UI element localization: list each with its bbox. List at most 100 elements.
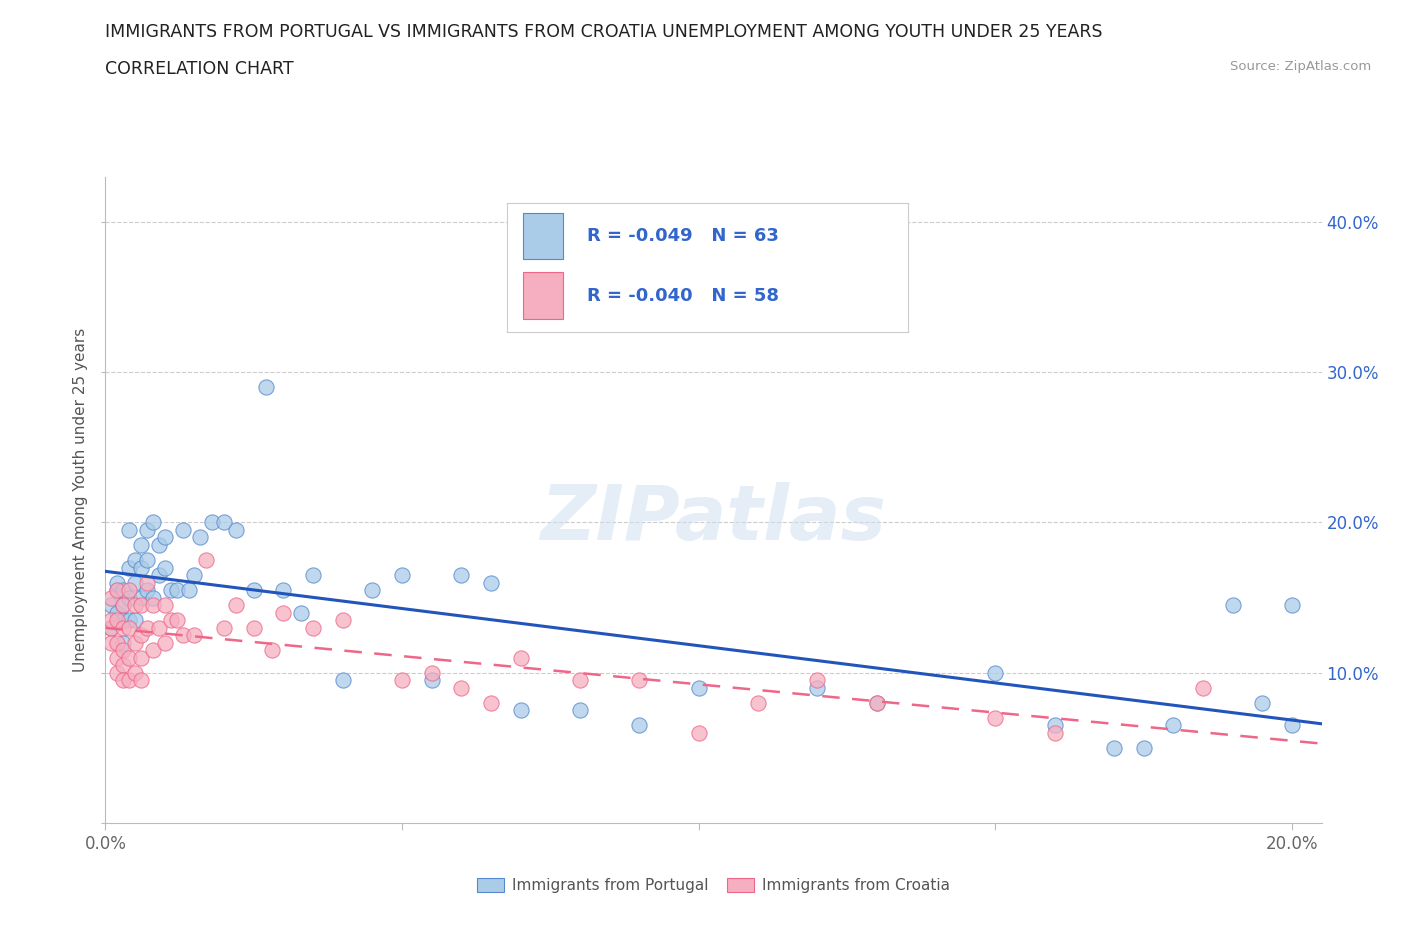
Point — [166, 613, 188, 628]
Point — [142, 598, 165, 613]
Point — [260, 643, 283, 658]
Point — [105, 650, 128, 665]
Point — [569, 703, 592, 718]
Point — [112, 672, 135, 687]
Point — [136, 620, 159, 635]
Point — [628, 718, 651, 733]
Point — [688, 681, 710, 696]
Point — [172, 523, 194, 538]
Point — [124, 635, 146, 650]
Point — [118, 582, 141, 597]
Y-axis label: Unemployment Among Youth under 25 years: Unemployment Among Youth under 25 years — [73, 327, 89, 672]
Point — [118, 620, 141, 635]
Point — [112, 582, 135, 597]
Point — [212, 515, 235, 530]
Point — [112, 658, 135, 672]
Point — [569, 672, 592, 687]
Point — [806, 681, 828, 696]
Point — [105, 635, 128, 650]
Point — [984, 665, 1007, 680]
Text: ZIPatlas: ZIPatlas — [540, 483, 887, 556]
Point — [136, 552, 159, 567]
Point — [159, 582, 181, 597]
Point — [1163, 718, 1185, 733]
Point — [866, 696, 889, 711]
Point — [100, 613, 122, 628]
Point — [273, 605, 295, 620]
Point — [112, 620, 135, 635]
Point — [1281, 718, 1303, 733]
Point — [118, 650, 141, 665]
Point — [136, 582, 159, 597]
Point — [112, 613, 135, 628]
Point — [290, 605, 312, 620]
Point — [866, 696, 889, 711]
Point — [124, 665, 146, 680]
Point — [273, 582, 295, 597]
Point — [450, 567, 472, 582]
Point — [118, 560, 141, 575]
Point — [148, 620, 170, 635]
Point — [806, 672, 828, 687]
Point — [254, 379, 277, 394]
Point — [628, 672, 651, 687]
Point — [100, 635, 122, 650]
Point — [302, 567, 325, 582]
Point — [391, 672, 413, 687]
Point — [148, 538, 170, 552]
Point — [225, 523, 247, 538]
Point — [420, 665, 443, 680]
Point — [183, 628, 205, 643]
Point — [118, 591, 141, 605]
Point — [100, 591, 122, 605]
Point — [1281, 598, 1303, 613]
Point — [1192, 681, 1215, 696]
Point — [105, 613, 128, 628]
Point — [148, 567, 170, 582]
Point — [332, 672, 354, 687]
Point — [153, 530, 176, 545]
Point — [159, 613, 181, 628]
Point — [105, 605, 128, 620]
Point — [105, 575, 128, 590]
Point — [112, 643, 135, 658]
Point — [183, 567, 205, 582]
Point — [129, 598, 152, 613]
Point — [112, 598, 135, 613]
Text: Source: ZipAtlas.com: Source: ZipAtlas.com — [1230, 60, 1371, 73]
Point — [688, 725, 710, 740]
Point — [201, 515, 224, 530]
Point — [302, 620, 325, 635]
Point — [112, 635, 135, 650]
Point — [450, 681, 472, 696]
Legend: Immigrants from Portugal, Immigrants from Croatia: Immigrants from Portugal, Immigrants fro… — [477, 878, 950, 893]
Point — [129, 650, 152, 665]
Point — [153, 635, 176, 650]
Point — [118, 523, 141, 538]
Point — [361, 582, 384, 597]
Point — [153, 560, 176, 575]
Point — [129, 591, 152, 605]
Point — [242, 620, 264, 635]
Point — [105, 665, 128, 680]
Point — [1043, 725, 1066, 740]
Point — [420, 672, 443, 687]
Point — [100, 598, 122, 613]
Point — [195, 552, 218, 567]
Point — [100, 620, 122, 635]
Point — [136, 523, 159, 538]
Point — [509, 703, 531, 718]
Point — [129, 672, 152, 687]
Point — [124, 613, 146, 628]
Point — [1043, 718, 1066, 733]
Point — [509, 650, 531, 665]
Point — [105, 582, 128, 597]
Point — [118, 672, 141, 687]
Point — [1132, 740, 1154, 755]
Point — [153, 598, 176, 613]
Point — [1251, 696, 1274, 711]
Point — [479, 575, 502, 590]
Point — [129, 538, 152, 552]
Point — [212, 620, 235, 635]
Point — [124, 575, 146, 590]
